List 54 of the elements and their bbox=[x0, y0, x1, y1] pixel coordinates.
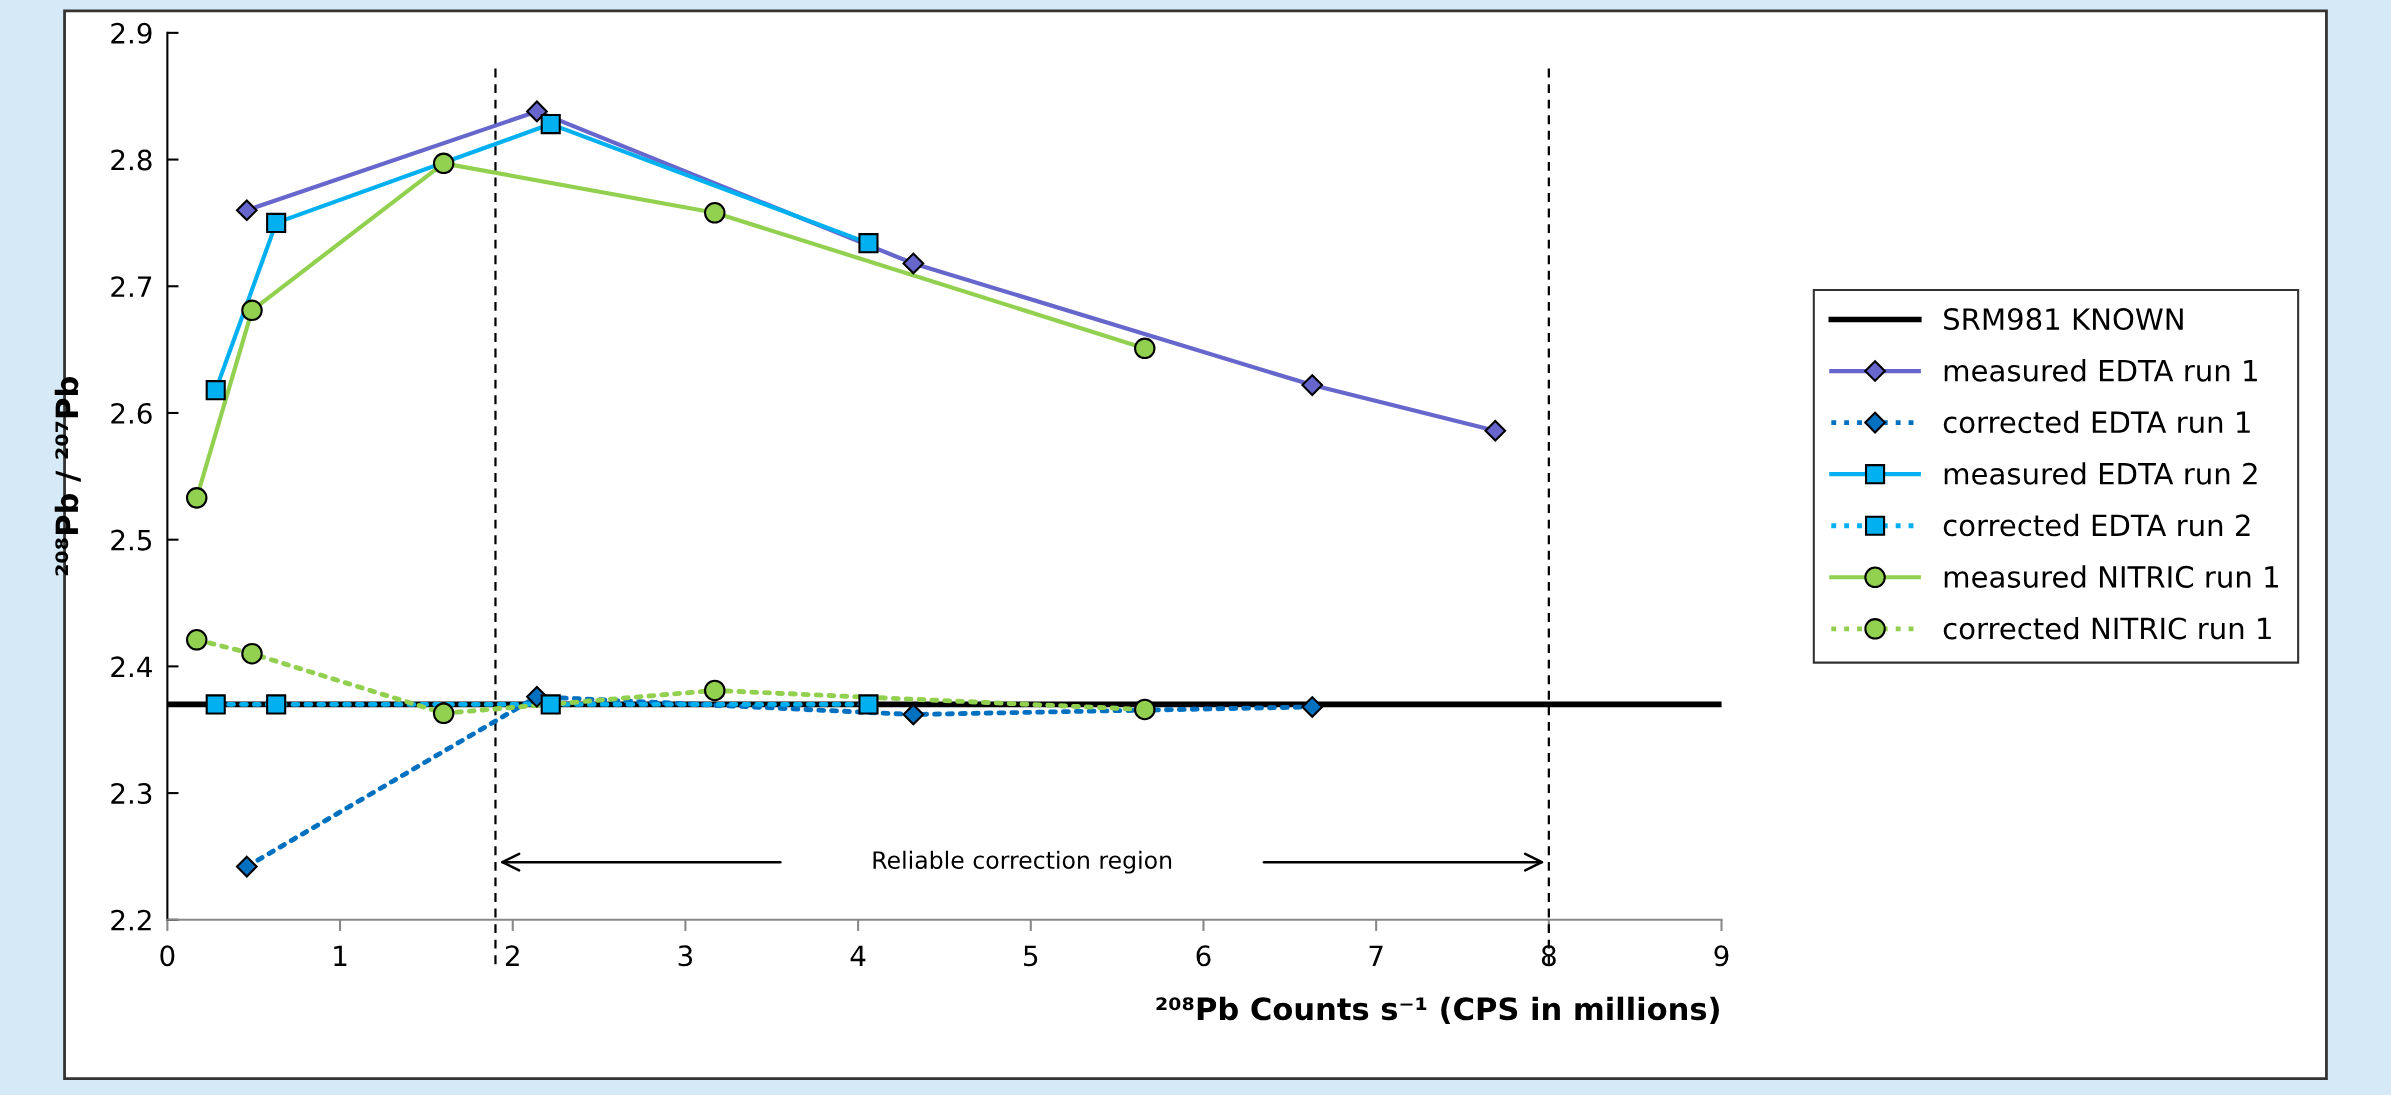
x-tick-label: 8 bbox=[1541, 945, 1556, 967]
y-tick-label: 2.2 bbox=[111, 909, 151, 931]
point bbox=[205, 380, 226, 401]
point bbox=[241, 299, 263, 322]
point bbox=[902, 252, 925, 275]
y-axis-title: ²⁰⁸Pb / ²⁰⁷Pb bbox=[54, 377, 81, 576]
x-tick-label: 6 bbox=[1196, 945, 1211, 967]
legend-label: SRM981 KNOWN bbox=[1944, 308, 2183, 331]
y-tick-label: 2.3 bbox=[111, 783, 152, 805]
y-tick-label: 2.7 bbox=[111, 276, 152, 297]
point bbox=[185, 629, 208, 651]
legend-label: measured EDTA run 1 bbox=[1944, 359, 2257, 382]
y-tick-label: 2.8 bbox=[111, 149, 152, 171]
point bbox=[526, 100, 548, 123]
x-tick-label: 5 bbox=[1024, 945, 1038, 967]
x-tick-label: 3 bbox=[678, 945, 693, 967]
legend-label: corrected EDTA run 1 bbox=[1943, 410, 2250, 434]
point bbox=[241, 642, 263, 665]
point bbox=[205, 694, 226, 715]
x-tick-label: 2 bbox=[505, 945, 519, 966]
legend-label: corrected EDTA run 2 bbox=[1943, 513, 2250, 537]
legend-label: corrected NITRIC run 1 bbox=[1943, 616, 2271, 640]
point bbox=[266, 212, 287, 233]
x-axis-title: ²⁰⁸Pb Counts s⁻¹ (CPS in millions) bbox=[1156, 996, 1719, 1024]
x-tick-label: 0 bbox=[160, 945, 175, 967]
point bbox=[902, 703, 925, 726]
y-tick-label: 2.5 bbox=[111, 529, 152, 551]
point bbox=[540, 694, 561, 715]
point bbox=[858, 694, 879, 715]
x-tick-label: 9 bbox=[1714, 945, 1729, 967]
point bbox=[540, 114, 561, 135]
y-tick-label: 2.6 bbox=[111, 402, 152, 424]
point bbox=[1134, 698, 1156, 721]
point bbox=[704, 202, 726, 224]
point bbox=[1134, 337, 1156, 360]
y-tick-label: 2.4 bbox=[111, 656, 152, 677]
point bbox=[235, 855, 258, 878]
point bbox=[185, 487, 208, 509]
annotation: Reliable correction region bbox=[873, 850, 1172, 874]
point bbox=[432, 702, 455, 725]
point bbox=[235, 199, 258, 222]
point bbox=[432, 152, 455, 175]
point bbox=[1301, 696, 1324, 718]
point bbox=[858, 233, 879, 254]
point bbox=[1484, 419, 1507, 442]
x-tick-label: 7 bbox=[1369, 945, 1383, 966]
y-tick-label: 2.9 bbox=[111, 22, 152, 44]
legend-label: measured NITRIC run 1 bbox=[1944, 565, 2278, 588]
point bbox=[266, 694, 287, 715]
x-tick-label: 1 bbox=[334, 945, 347, 966]
x-tick-label: 4 bbox=[850, 945, 866, 966]
legend-label: measured EDTA run 2 bbox=[1944, 462, 2257, 485]
point bbox=[704, 679, 726, 702]
point bbox=[1301, 374, 1324, 396]
